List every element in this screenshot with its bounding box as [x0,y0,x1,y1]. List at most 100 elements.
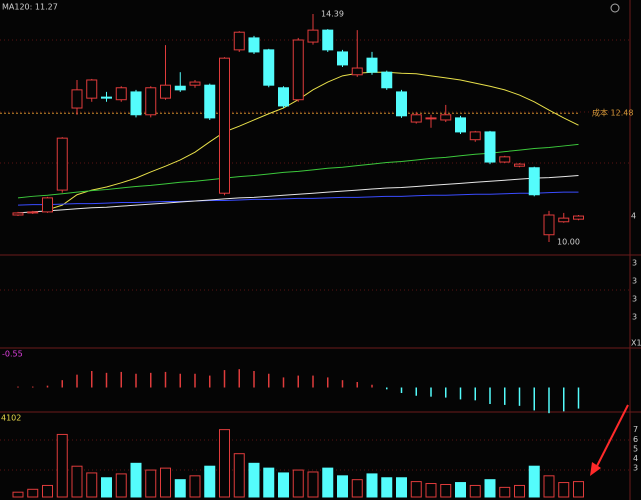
panel-label: 3 [632,277,637,286]
candle-body [189,81,201,86]
volume-bar [469,484,481,498]
volume-bar [219,429,230,498]
volume-bar [233,453,245,498]
candle-body [514,163,525,167]
volume-bar [189,475,201,498]
candle-body [366,57,378,73]
volume-bar [381,477,393,498]
volume-bar [42,484,53,498]
volume-bar [514,484,525,498]
volume-bar [322,467,334,498]
volume-bar [86,472,98,498]
volume-tick-label: 6 [633,435,638,444]
cost-label: 成本 12.48 [592,108,633,118]
volume-bar [425,483,437,498]
candle-body [160,84,171,99]
candle-body [56,137,68,191]
panel-label: 3 [632,295,637,304]
volume-bar [130,462,142,498]
settings-icon[interactable] [610,3,620,13]
arrow [595,404,629,469]
volume-bar [115,473,127,498]
candle-body [351,67,363,76]
candle-body [455,117,466,133]
volume-tick-label: 4 [633,454,638,463]
volume-bar [263,467,275,498]
volume-bar [484,479,496,498]
candle-body [558,217,570,223]
high-label: 14.39 [321,10,344,19]
candle-body [381,71,393,89]
candle-body [469,131,481,141]
volume-bar [558,482,570,498]
volume-bar [440,483,452,498]
candle-body [145,87,157,116]
volume-bar [174,479,186,498]
ma-line [47,71,579,211]
candle-body [425,117,437,120]
volume-bar [56,433,68,498]
candle-body [573,215,584,220]
candle-body [27,211,39,214]
panel-label: 3 [632,259,637,268]
candle-body [101,96,112,99]
candle-body [115,87,127,101]
macd-label: -0.55 [2,350,23,359]
volume-bar [160,467,171,498]
low-label: 10.00 [557,238,580,247]
candle-body [410,114,422,123]
volume-bar [307,471,319,498]
candle-body [528,167,540,196]
volume-bar [410,481,422,498]
volume-bar [145,469,157,498]
volume-tick-label: 5 [633,444,638,453]
price-edge-label: 4 [631,212,636,221]
volume-tick-label: 3 [633,464,638,473]
candle-body [292,39,304,101]
volume-bar [396,477,407,498]
volume-bar [278,472,289,498]
volume-bar [366,473,378,498]
volume-bar [528,465,540,498]
candle-body [219,57,230,194]
candle-body [248,37,260,53]
candle-body [42,197,53,213]
volume-bar [101,477,112,498]
volume-bar [71,465,83,498]
candle-body [440,114,452,121]
panel-label: 3 [632,313,637,322]
candle-body [543,214,555,236]
title: MA120: 11.27 [2,3,58,12]
volume-label: 4102 [1,414,21,423]
candle-body [307,29,319,43]
volume-bar [248,462,260,498]
volume-bar [292,469,304,498]
volume-bar [455,482,466,498]
volume-tick-label: 7 [633,425,638,434]
candle-body [396,91,407,117]
candle-body [484,131,496,163]
corner-label: X1 [631,339,641,348]
volume-bar [337,475,348,498]
candle-body [278,87,289,107]
candle-body [263,49,275,86]
volume-bar [12,491,24,498]
ma-line [17,191,579,206]
candle-body [499,156,511,163]
volume-bar [573,481,584,498]
ma-line [17,175,579,214]
candle-body [86,79,98,99]
arrow-head [590,462,601,476]
volume-bar [499,486,511,498]
candle-body [12,212,24,216]
candle-body [337,51,348,66]
candle-body [174,85,186,91]
volume-bar [543,475,555,498]
candle-body [130,91,142,116]
candle-body [322,29,334,51]
volume-bar [27,488,39,498]
candle-body [204,84,216,119]
candle-body [71,89,83,109]
volume-bar [204,465,216,498]
